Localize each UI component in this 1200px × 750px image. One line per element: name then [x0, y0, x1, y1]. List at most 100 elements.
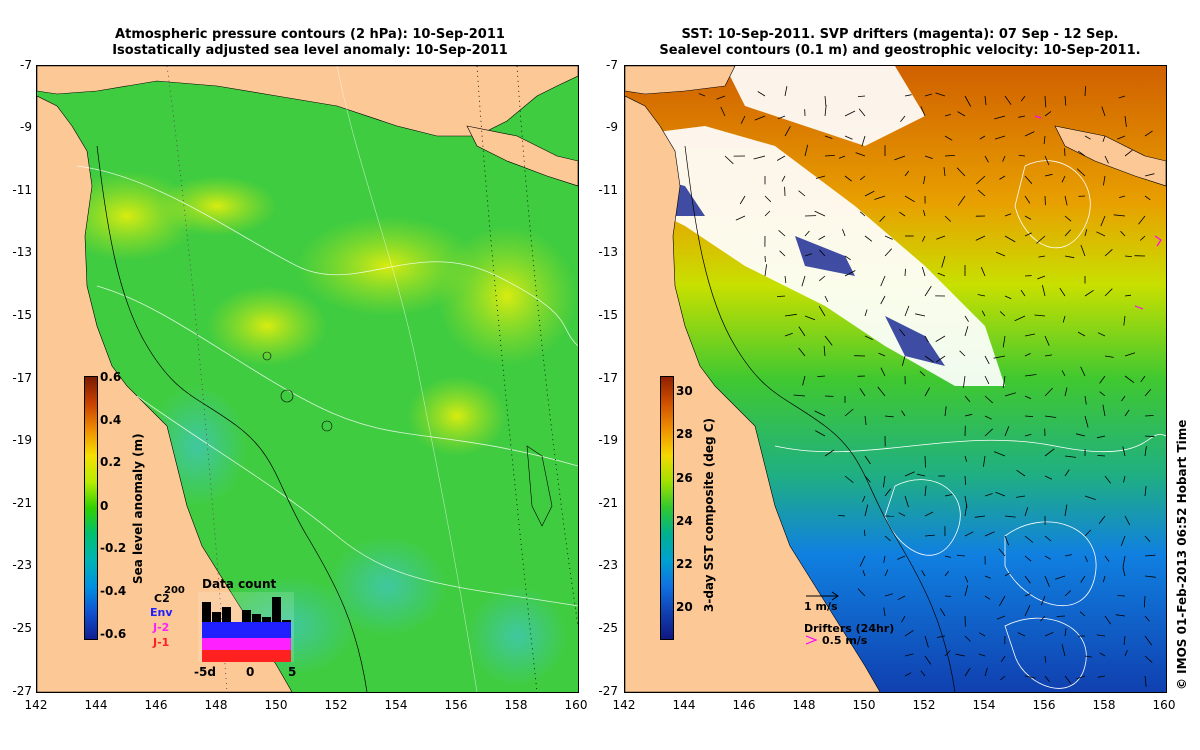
velocity-arrow	[1018, 155, 1026, 157]
left-y-tick: -21	[12, 496, 32, 510]
velocity-arrow	[955, 653, 966, 657]
velocity-arrow	[904, 653, 914, 657]
velocity-arrow	[1096, 634, 1106, 637]
velocity-arrow	[1044, 354, 1053, 357]
velocity-arrow	[1004, 295, 1012, 300]
velocity-arrow	[880, 367, 886, 377]
velocity-arrow	[1064, 455, 1077, 458]
velocity-arrow	[1084, 86, 1086, 97]
velocity-arrow	[975, 235, 986, 241]
velocity-arrow	[1144, 389, 1152, 397]
velocity-arrow	[802, 375, 806, 386]
left-cb-tick: 0.2	[100, 455, 122, 469]
velocity-arrow	[1044, 535, 1052, 542]
velocity-arrow	[984, 415, 992, 420]
velocity-arrow	[862, 570, 866, 577]
velocity-arrow	[1024, 605, 1031, 617]
velocity-arrow	[899, 211, 906, 217]
velocity-arrow	[1044, 155, 1050, 166]
velocity-arrow	[1144, 615, 1150, 622]
velocity-arrow	[900, 115, 906, 122]
velocity-arrow	[1077, 331, 1086, 337]
velocity-arrow	[815, 430, 826, 437]
right-x-tick: 152	[912, 698, 936, 712]
velocity-arrow	[1119, 195, 1126, 198]
velocity-arrow	[1084, 655, 1092, 658]
velocity-arrow	[944, 114, 951, 117]
velocity-arrow	[924, 635, 929, 648]
velocity-arrow	[904, 672, 912, 677]
velocity-arrow	[935, 92, 946, 97]
velocity-arrow	[884, 535, 891, 542]
velocity-arrow	[1044, 448, 1055, 457]
velocity-arrow	[984, 375, 990, 385]
velocity-arrow	[1102, 135, 1106, 142]
velocity-arrow	[864, 415, 867, 426]
velocity-arrow	[883, 555, 886, 563]
left-cb-tick: -0.4	[100, 584, 127, 598]
velocity-arrow	[1024, 415, 1034, 417]
right-y-tick: -23	[598, 558, 618, 572]
velocity-arrow	[1024, 232, 1032, 237]
velocity-arrow	[1044, 555, 1051, 560]
velocity-arrow	[864, 529, 866, 537]
velocity-arrow	[1042, 285, 1046, 297]
velocity-arrow	[864, 475, 871, 483]
velocity-arrow	[1124, 115, 1127, 127]
velocity-arrow	[935, 335, 946, 342]
velocity-arrow	[1076, 675, 1086, 680]
velocity-arrow	[924, 355, 934, 363]
velocity-arrow	[878, 352, 886, 357]
velocity-arrow	[984, 595, 991, 600]
right-cb-label: 3-day SST composite (deg C)	[702, 417, 716, 612]
velocity-arrow	[984, 667, 988, 677]
drifter-legend-icon	[805, 635, 818, 645]
velocity-arrow	[880, 275, 886, 287]
velocity-arrow	[923, 175, 926, 184]
velocity-arrow	[864, 455, 871, 465]
velocity-arrow	[844, 175, 852, 182]
velocity-arrow	[964, 585, 969, 597]
left-map-svg	[37, 66, 578, 692]
right-y-tick: -19	[598, 433, 618, 447]
velocity-arrow	[924, 655, 932, 665]
velocity-arrow	[1144, 675, 1147, 687]
velocity-arrow	[864, 504, 869, 517]
velocity-arrow	[1124, 515, 1131, 526]
left-x-tick: 158	[504, 698, 528, 712]
velocity-arrow	[901, 355, 906, 367]
velocity-arrow	[1084, 135, 1091, 140]
velocity-arrow	[978, 653, 986, 657]
data-count-title: Data count	[202, 577, 277, 591]
velocity-arrow	[1034, 314, 1046, 317]
velocity-arrow	[1024, 507, 1029, 517]
velocity-arrow	[1044, 475, 1053, 480]
velocity-arrow	[1104, 288, 1113, 297]
velocity-arrow	[1099, 375, 1106, 384]
velocity-arrow	[995, 491, 1006, 497]
velocity-arrow	[995, 251, 1006, 257]
velocity-arrow	[899, 329, 906, 337]
velocity-arrow	[1024, 433, 1032, 437]
velocity-arrow	[793, 394, 806, 397]
left-y-tick: -23	[12, 558, 32, 572]
data-count-series: Env	[150, 606, 173, 619]
velocity-arrow	[861, 135, 866, 147]
velocity-arrow	[924, 485, 927, 497]
velocity-arrow	[974, 515, 986, 518]
velocity-arrow	[884, 248, 892, 257]
velocity-arrow	[855, 152, 866, 157]
right-y-tick: -11	[598, 183, 618, 197]
velocity-arrow	[884, 488, 892, 497]
right-cb-tick: 26	[676, 471, 693, 485]
velocity-arrow	[924, 534, 935, 537]
left-y-tick: -25	[12, 621, 32, 635]
right-y-tick: -17	[598, 371, 618, 385]
right-y-tick: -9	[606, 120, 618, 134]
left-x-tick: 150	[264, 698, 288, 712]
velocity-arrow	[1144, 195, 1151, 201]
velocity-arrow	[1084, 415, 1089, 428]
velocity-arrow	[857, 588, 866, 597]
velocity-arrow	[1064, 95, 1067, 106]
velocity-arrow	[904, 630, 914, 637]
